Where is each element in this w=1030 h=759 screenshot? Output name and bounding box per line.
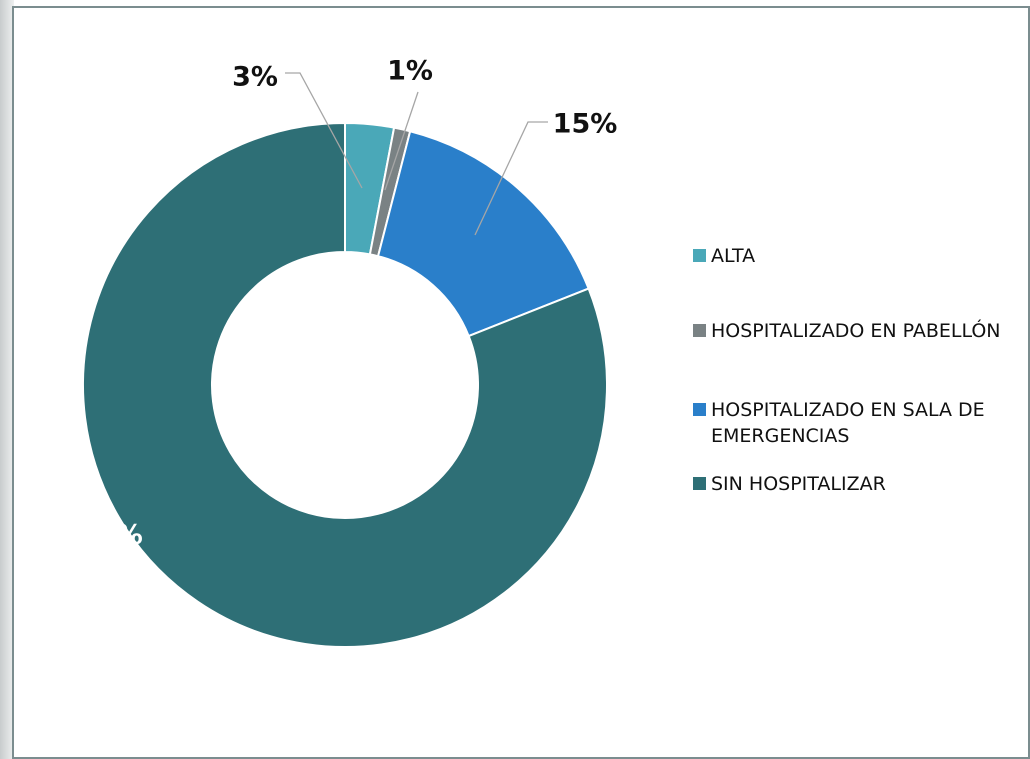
data-label: 1% — [387, 56, 433, 87]
legend-swatch — [693, 477, 706, 490]
legend-label: HOSPITALIZADO EN SALA DE EMERGENCIAS — [711, 399, 985, 447]
leader-line — [384, 91, 419, 191]
legend-label: HOSPITALIZADO EN PABELLÓN — [711, 320, 1001, 342]
legend-swatch — [693, 324, 706, 337]
legend-swatch — [693, 249, 706, 262]
leader-line — [285, 72, 363, 189]
leader-line — [474, 121, 548, 236]
legend-item: HOSPITALIZADO EN PABELLÓN — [693, 318, 1013, 344]
legend-label: SIN HOSPITALIZAR — [711, 473, 886, 495]
data-label: 3% — [232, 62, 278, 93]
data-label: 15% — [553, 109, 618, 140]
legend-item: SIN HOSPITALIZAR — [693, 471, 1013, 497]
data-label: 81% — [78, 519, 143, 550]
legend-swatch — [693, 403, 706, 416]
legend-item: ALTA — [693, 243, 1013, 269]
side-strip — [0, 0, 14, 759]
donut-slice — [82, 121, 608, 648]
legend-label: ALTA — [711, 245, 756, 267]
donut-slice — [376, 130, 590, 338]
legend-item: HOSPITALIZADO EN SALA DE EMERGENCIAS — [693, 397, 1013, 449]
